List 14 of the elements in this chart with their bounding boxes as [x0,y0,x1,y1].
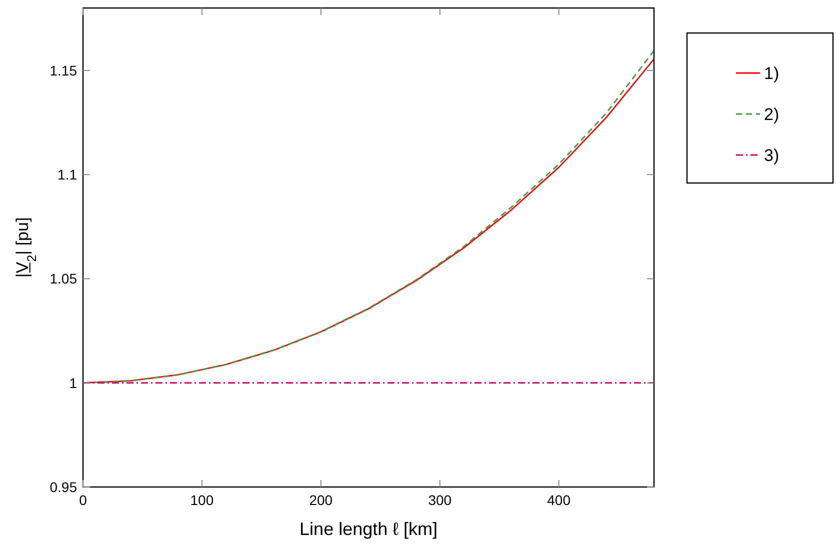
x-tick-label: 200 [309,492,333,508]
x-axis-title: Line length ℓ [km] [300,519,438,539]
x-tick-label: 100 [190,492,214,508]
y-tick-label: 1.1 [58,166,78,183]
x-tick-label: 0 [79,492,88,508]
y-tick-label: 1 [69,374,78,391]
x-tick-label: 300 [428,492,452,508]
x-tick-label: 400 [547,492,571,508]
y-tick-label: 0.95 [50,479,78,495]
legend-label: 1) [764,64,780,83]
y-tick-label: 1.05 [50,270,78,287]
legend-label: 2) [764,105,780,124]
legend-label: 3) [764,146,780,165]
y-tick-label: 1.15 [50,62,78,78]
